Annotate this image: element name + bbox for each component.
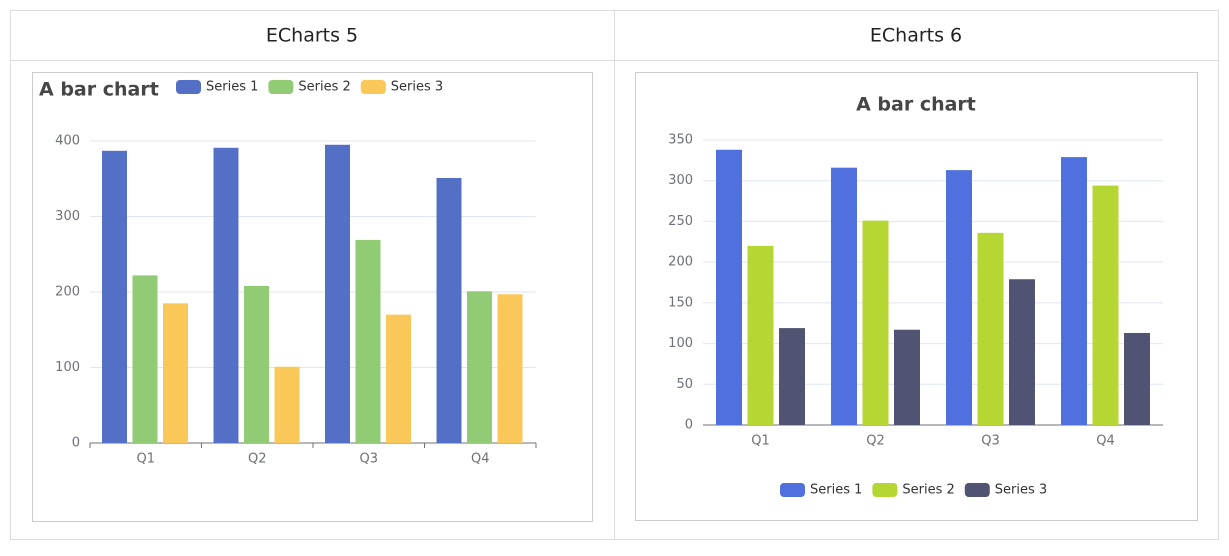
bar [213, 147, 239, 444]
y-tick-label: 200 [668, 255, 693, 270]
legend-swatch [360, 80, 386, 94]
y-tick-label: 100 [668, 336, 693, 351]
bar [862, 220, 889, 425]
bar [1009, 279, 1035, 425]
y-tick-label: 300 [668, 173, 693, 188]
y-tick-label: 0 [685, 418, 693, 433]
legend-label: Series 1 [810, 483, 862, 498]
x-tick-label: Q2 [248, 452, 267, 467]
y-tick-label: 0 [72, 436, 80, 451]
legend-swatch [176, 80, 201, 94]
legend-label: Series 2 [298, 80, 350, 95]
bar [977, 232, 1004, 425]
bar [355, 239, 381, 443]
bar [386, 314, 411, 443]
bar [497, 294, 523, 443]
bar [163, 303, 188, 443]
bar [132, 275, 158, 443]
legend-label: Series 3 [391, 80, 443, 95]
column-header: ECharts 5 [266, 25, 358, 47]
y-tick-label: 350 [668, 133, 693, 148]
y-tick-label: 200 [55, 285, 80, 300]
legend-label: Series 1 [206, 80, 258, 95]
bar [325, 144, 350, 443]
x-tick-label: Q3 [981, 434, 1000, 449]
x-tick-label: Q4 [1096, 434, 1115, 449]
column-header: ECharts 6 [870, 25, 962, 47]
bar [274, 366, 300, 443]
bar [1124, 332, 1150, 425]
legend-swatch [964, 483, 990, 497]
bar [1092, 185, 1119, 425]
legend-swatch [268, 80, 294, 94]
bar [102, 150, 127, 443]
bar [716, 149, 742, 425]
x-tick-label: Q2 [866, 434, 885, 449]
x-tick-label: Q4 [471, 452, 490, 467]
bar [467, 291, 492, 443]
x-tick-label: Q1 [751, 434, 770, 449]
legend-label: Series 2 [902, 483, 954, 498]
y-tick-label: 50 [676, 377, 693, 392]
chart-title: A bar chart [856, 94, 976, 116]
legend-swatch [780, 483, 805, 497]
bar [831, 167, 857, 425]
y-tick-label: 150 [668, 295, 693, 310]
y-tick-label: 400 [55, 134, 80, 149]
y-tick-label: 250 [668, 214, 693, 229]
bar [436, 177, 462, 443]
bar [779, 328, 805, 425]
bar [244, 285, 269, 443]
bar [894, 329, 920, 425]
legend-label: Series 3 [995, 483, 1047, 498]
y-tick-label: 100 [55, 360, 80, 375]
bar [747, 245, 774, 425]
y-tick-label: 300 [55, 209, 80, 224]
legend-swatch [872, 483, 898, 497]
bar [946, 170, 972, 425]
bar [1061, 157, 1087, 425]
chart-title: A bar chart [39, 79, 159, 101]
x-tick-label: Q1 [136, 452, 155, 467]
x-tick-label: Q3 [359, 452, 378, 467]
